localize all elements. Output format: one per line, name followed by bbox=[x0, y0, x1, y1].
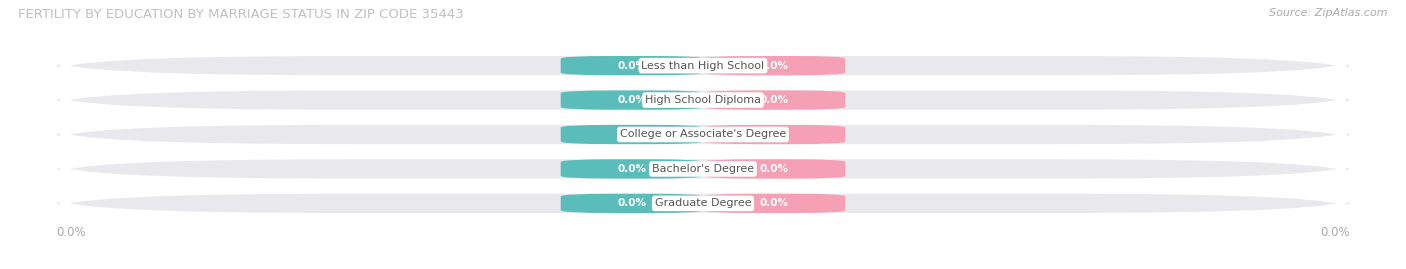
Text: 0.0%: 0.0% bbox=[759, 95, 789, 105]
Text: Less than High School: Less than High School bbox=[641, 61, 765, 71]
FancyBboxPatch shape bbox=[561, 56, 703, 75]
FancyBboxPatch shape bbox=[561, 90, 703, 110]
FancyBboxPatch shape bbox=[703, 194, 845, 213]
FancyBboxPatch shape bbox=[56, 89, 1350, 111]
Text: 0.0%: 0.0% bbox=[759, 164, 789, 174]
Text: 0.0%: 0.0% bbox=[617, 198, 647, 208]
Text: 0.0%: 0.0% bbox=[617, 129, 647, 140]
Text: 0.0%: 0.0% bbox=[617, 61, 647, 71]
Text: 0.0%: 0.0% bbox=[617, 95, 647, 105]
Text: FERTILITY BY EDUCATION BY MARRIAGE STATUS IN ZIP CODE 35443: FERTILITY BY EDUCATION BY MARRIAGE STATU… bbox=[18, 8, 464, 21]
Text: 0.0%: 0.0% bbox=[759, 61, 789, 71]
FancyBboxPatch shape bbox=[561, 159, 703, 179]
FancyBboxPatch shape bbox=[561, 194, 703, 213]
FancyBboxPatch shape bbox=[561, 125, 703, 144]
FancyBboxPatch shape bbox=[703, 56, 845, 75]
FancyBboxPatch shape bbox=[56, 124, 1350, 145]
FancyBboxPatch shape bbox=[703, 159, 845, 179]
Text: 0.0%: 0.0% bbox=[56, 226, 86, 239]
Text: 0.0%: 0.0% bbox=[759, 198, 789, 208]
Text: 0.0%: 0.0% bbox=[1320, 226, 1350, 239]
Text: Graduate Degree: Graduate Degree bbox=[655, 198, 751, 208]
Text: 0.0%: 0.0% bbox=[759, 129, 789, 140]
Text: Source: ZipAtlas.com: Source: ZipAtlas.com bbox=[1270, 8, 1388, 18]
FancyBboxPatch shape bbox=[56, 55, 1350, 76]
FancyBboxPatch shape bbox=[703, 90, 845, 110]
Text: College or Associate's Degree: College or Associate's Degree bbox=[620, 129, 786, 140]
Text: High School Diploma: High School Diploma bbox=[645, 95, 761, 105]
Text: Bachelor's Degree: Bachelor's Degree bbox=[652, 164, 754, 174]
Text: 0.0%: 0.0% bbox=[617, 164, 647, 174]
FancyBboxPatch shape bbox=[56, 158, 1350, 180]
FancyBboxPatch shape bbox=[56, 193, 1350, 214]
FancyBboxPatch shape bbox=[703, 125, 845, 144]
